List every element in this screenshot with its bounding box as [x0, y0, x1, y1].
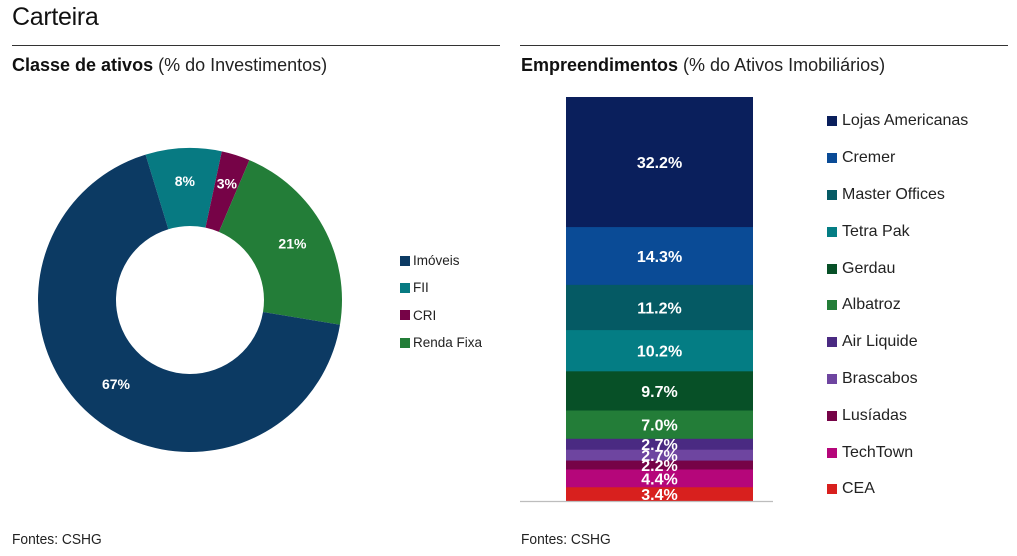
properties-title-bold: Empreendimentos: [521, 55, 679, 75]
bar-legend-item-cremer: Cremer: [827, 140, 968, 177]
legend-swatch: [827, 189, 837, 200]
legend-swatch: [827, 373, 837, 384]
bar-legend-item-gerdau: Gerdau: [827, 250, 968, 287]
donut-slice-fii: [145, 148, 222, 230]
bar-segment-gerdau: [566, 371, 753, 412]
bar-legend-item-techtown: TechTown: [827, 434, 968, 471]
bar-label-master-offices: 11.2%: [637, 300, 681, 317]
bar-label-brascabos: 2.7%: [641, 448, 677, 465]
bar-legend-item-tetra-pak: Tetra Pak: [827, 213, 968, 250]
legend-swatch: [827, 410, 837, 421]
donut-legend-item-cri: CRI: [400, 302, 482, 329]
legend-label: Albatroz: [842, 296, 901, 314]
donut-legend-item-imoveis: Imóveis: [400, 247, 482, 274]
legend-swatch: [827, 153, 837, 164]
right-divider: [520, 45, 1008, 46]
bar-legend-item-air-liquide: Air Liquide: [827, 324, 968, 361]
stacked-bar-chart: 32.2%14.3%11.2%10.2%9.7%7.0%2.7%2.7%2.2%…: [520, 97, 773, 504]
legend-label: Lojas Americanas: [842, 112, 969, 130]
donut-label-imoveis: 67%: [102, 376, 131, 392]
donut-legend: Imóveis FII CRI Renda Fixa: [400, 247, 482, 356]
bar-segment-air-liquide: [566, 438, 753, 451]
legend-label: Renda Fixa: [413, 335, 483, 351]
legend-swatch: [827, 226, 837, 237]
bar-legend-item-cea: CEA: [827, 471, 968, 508]
bar-legend-item-albatroz: Albatroz: [827, 287, 968, 324]
bar-label-techtown: 4.4%: [641, 471, 677, 488]
page-title: Carteira: [12, 3, 99, 31]
legend-label: Master Offices: [842, 185, 945, 203]
bar-legend-item-lojas-americanas: Lojas Americanas: [827, 103, 968, 140]
bar-label-lusiadas: 2.2%: [641, 458, 677, 475]
legend-swatch: [827, 263, 837, 274]
legend-label: CRI: [413, 307, 437, 323]
bar-label-cremer: 14.3%: [637, 249, 682, 266]
bar-label-gerdau: 9.7%: [641, 384, 677, 401]
bar-label-cea: 3.4%: [641, 487, 677, 504]
asset-class-title: Classe de ativos (% do Investimentos): [12, 55, 327, 76]
bar-segment-lusiadas: [566, 460, 753, 470]
bar-segment-master-offices: [566, 284, 753, 331]
donut-slice-imoveis: [38, 154, 340, 453]
donut-label-renda-fixa: 21%: [278, 236, 307, 252]
bar-segment-brascabos: [566, 449, 753, 462]
legend-swatch: [400, 337, 410, 348]
legend-swatch: [827, 300, 837, 311]
bar-legend: Lojas Americanas Cremer Master Offices Tetr…: [827, 103, 968, 508]
legend-swatch: [827, 116, 837, 127]
legend-label: Imóveis: [413, 253, 460, 269]
right-source-note: Fontes: CSHG: [521, 531, 611, 548]
bar-segment-techtown: [566, 469, 753, 488]
legend-label: Brascabos: [842, 369, 918, 387]
donut-slice-renda-fixa: [218, 160, 342, 325]
donut-legend-item-renda-fixa: Renda Fixa: [400, 329, 482, 356]
legend-swatch: [827, 337, 837, 348]
bar-segment-cea: [566, 487, 753, 502]
bar-legend-item-brascabos: Brascabos: [827, 361, 968, 398]
donut-chart: 8% 3% 21% 67%: [38, 148, 342, 453]
legend-label: Gerdau: [842, 259, 896, 277]
legend-label: Cremer: [842, 149, 896, 167]
legend-label: CEA: [842, 480, 875, 498]
bar-label-albatroz: 7.0%: [641, 418, 677, 435]
bar-legend-item-master-offices: Master Offices: [827, 177, 968, 214]
bar-label-lojas-americanas: 32.2%: [637, 155, 682, 172]
bar-label-air-liquide: 2.7%: [641, 437, 677, 454]
properties-title-rest: (% do Ativos Imobiliários): [678, 55, 886, 75]
legend-label: FII: [413, 280, 429, 296]
legend-label: Tetra Pak: [842, 222, 910, 240]
asset-class-title-bold: Classe de ativos: [12, 55, 154, 75]
legend-swatch: [827, 484, 837, 495]
donut-label-cri: 3%: [217, 175, 238, 191]
donut-slice-cri: [205, 151, 250, 232]
legend-swatch: [400, 310, 410, 321]
legend-label: Lusíadas: [842, 406, 907, 424]
bar-segment-tetra-pak: [566, 330, 753, 372]
donut-label-fii: 8%: [175, 173, 196, 189]
bar-segment-albatroz: [566, 410, 753, 440]
bar-label-tetra-pak: 10.2%: [637, 344, 682, 361]
legend-label: TechTown: [842, 443, 914, 461]
legend-swatch: [400, 255, 410, 266]
bar-segment-cremer: [566, 227, 753, 286]
legend-label: Air Liquide: [842, 333, 918, 351]
legend-swatch: [400, 282, 410, 293]
left-divider: [12, 45, 500, 46]
left-source-note: Fontes: CSHG: [12, 531, 102, 548]
legend-swatch: [827, 447, 837, 458]
properties-title: Empreendimentos (% do Ativos Imobiliário…: [521, 55, 885, 76]
asset-class-title-rest: (% do Investimentos): [153, 55, 328, 75]
bar-legend-item-lusiadas: Lusíadas: [827, 397, 968, 434]
bar-segment-lojas-americanas: [566, 97, 753, 228]
donut-legend-item-fii: FII: [400, 274, 482, 301]
